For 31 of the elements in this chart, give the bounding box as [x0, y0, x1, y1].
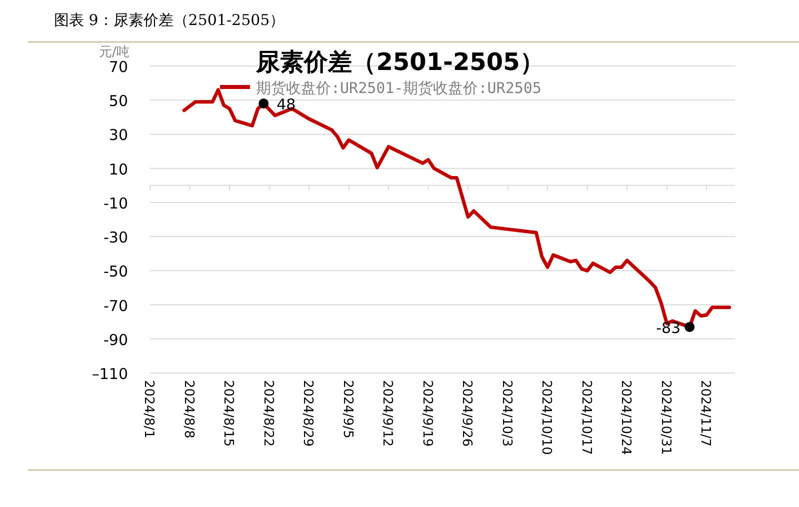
x-tick-label: 2024/8/8: [180, 380, 196, 438]
y-tick-label: 30: [108, 126, 128, 144]
x-tick-label: 2024/10/31: [658, 380, 673, 455]
x-tick-label: 2024/11/7: [698, 380, 713, 447]
y-tick-label: 70: [108, 58, 128, 76]
annotation: -83: [656, 318, 681, 337]
y-tick-label: -10: [104, 194, 128, 212]
x-tick-label: 2024/9/19: [419, 380, 434, 447]
y-tick-label: 10: [108, 160, 128, 178]
x-tick-label: 2024/9/12: [380, 380, 395, 447]
x-tick-label: 2024/10/10: [538, 380, 554, 455]
y-tick-label: –110: [92, 365, 128, 383]
y-tick-label: -70: [104, 296, 128, 315]
y-axis-title: 元/吨: [99, 45, 130, 60]
x-tick-label: 2024/8/22: [260, 380, 276, 447]
x-tick-label: 2024/10/17: [578, 380, 594, 455]
x-tick-label: 2024/10/24: [618, 380, 634, 455]
x-tick-label: 2024/10/3: [498, 380, 514, 447]
y-tick-label: -50: [104, 262, 128, 281]
x-tick-label: 2024/9/26: [459, 380, 474, 447]
annotation: 48: [276, 96, 296, 114]
y-tick-label: -30: [104, 228, 128, 247]
legend-label: 期货收盘价:UR2501-期货收盘价:UR2505: [256, 79, 542, 97]
y-tick-label: -90: [104, 330, 128, 349]
x-tick-label: 2024/8/1: [141, 380, 156, 438]
text: 图表 9：尿素价差（2501-2505）: [54, 11, 285, 29]
y-tick-label: 50: [108, 92, 128, 110]
chart-title: 尿素价差（2501-2505）: [255, 48, 544, 76]
x-tick-label: 2024/9/5: [340, 380, 355, 438]
x-tick-label: 2024/8/29: [300, 380, 316, 447]
x-tick-label: 2024/8/15: [220, 380, 236, 447]
